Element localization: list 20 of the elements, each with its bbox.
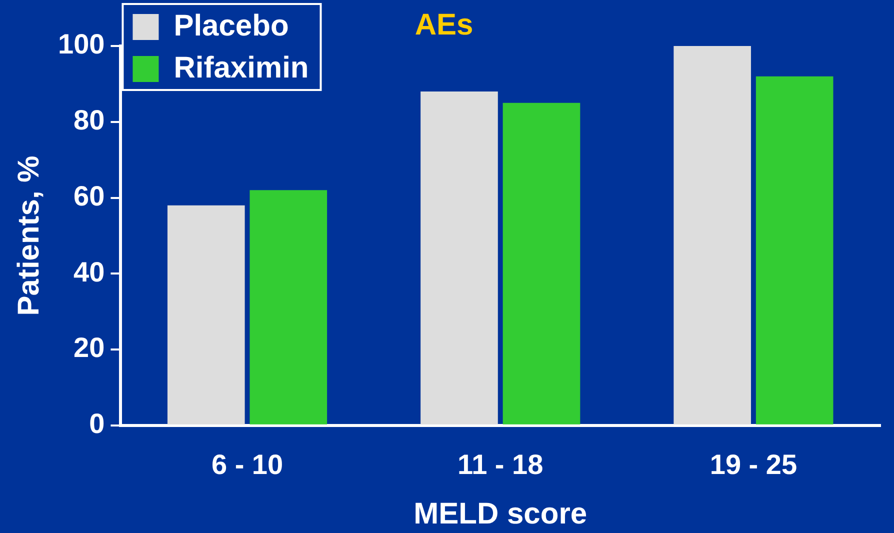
- y-tick-label: 20: [74, 332, 105, 364]
- y-tick-label: 100: [58, 28, 105, 60]
- y-tick-label: 40: [74, 256, 105, 288]
- x-axis-title: MELD score: [414, 497, 588, 530]
- y-tick-label: 60: [74, 180, 105, 212]
- bar: [420, 92, 498, 424]
- x-tick-label: 11 - 18: [458, 448, 544, 480]
- y-axis-title: Patients, %: [12, 156, 46, 316]
- y-tick-label: 0: [89, 408, 105, 440]
- bar: [674, 46, 751, 424]
- legend-label: Rifaximin: [174, 51, 309, 84]
- bar: [250, 190, 328, 424]
- bar: [167, 205, 245, 424]
- chart-title: AEs: [414, 8, 474, 42]
- y-tick-label: 80: [74, 104, 105, 136]
- x-tick-label: 19 - 25: [710, 448, 798, 480]
- bar: [502, 102, 580, 424]
- legend-label: Placebo: [174, 9, 289, 42]
- bar: [756, 76, 834, 424]
- x-tick-label: 6 - 10: [211, 448, 284, 480]
